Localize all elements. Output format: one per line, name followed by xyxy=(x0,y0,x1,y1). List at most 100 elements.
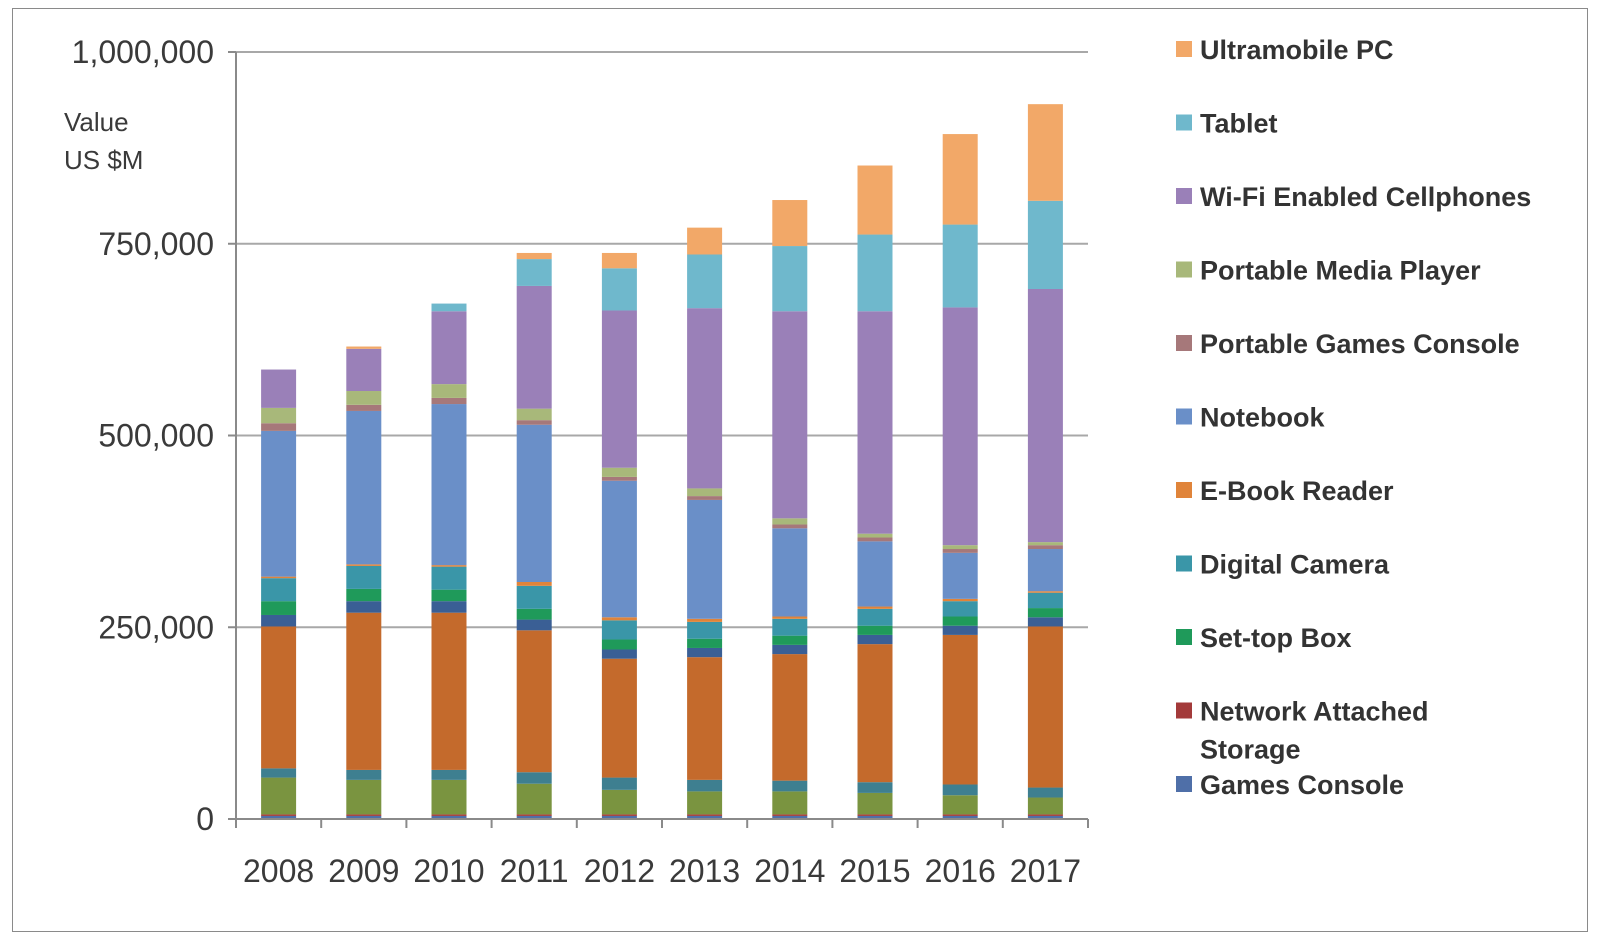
bar-segment xyxy=(261,430,297,577)
bar-segment xyxy=(346,410,382,565)
bar-segment xyxy=(346,612,382,770)
bar-segment xyxy=(942,598,978,602)
legend-swatch xyxy=(1176,555,1192,572)
bar-segment xyxy=(1027,542,1063,546)
bar-segment xyxy=(1027,592,1063,609)
bar-segment xyxy=(942,795,978,815)
bar-segment xyxy=(942,625,978,635)
bar-segment xyxy=(431,612,467,770)
legend-swatch xyxy=(1176,482,1192,498)
legend-swatch xyxy=(1176,629,1192,645)
bar-segment xyxy=(601,480,637,618)
bar-segment xyxy=(261,626,297,769)
axes: 0 250,000 500,000 750,000 1,000,000 2008 2009 2… xyxy=(72,34,1089,889)
bar-segment xyxy=(346,348,382,392)
bar-segment xyxy=(516,420,552,425)
legend-label: E-Book Reader xyxy=(1200,476,1394,506)
x-tick-label: 2012 xyxy=(584,853,655,889)
bar-segment xyxy=(772,815,808,819)
bar-segment xyxy=(261,423,297,431)
bar-segment xyxy=(431,397,467,405)
bar-segment xyxy=(431,815,467,819)
bar-segment xyxy=(516,630,552,773)
bars xyxy=(261,104,1063,819)
legend-label: Storage xyxy=(1200,735,1301,765)
bar-segment xyxy=(942,552,978,599)
bar-segment xyxy=(516,252,552,260)
bar-segment xyxy=(857,625,893,635)
bar-segment xyxy=(431,566,467,590)
bar-segment xyxy=(601,815,637,819)
bar-segment xyxy=(1027,617,1063,627)
bar-segment xyxy=(601,789,637,815)
bar-segment xyxy=(942,549,978,553)
bar-segment xyxy=(687,657,723,780)
bar-segment xyxy=(516,424,552,582)
bar-segment xyxy=(516,585,552,609)
bar-segment xyxy=(601,620,637,640)
bar-segment xyxy=(431,601,467,613)
bar-segment xyxy=(687,308,723,489)
bar-segment xyxy=(772,311,808,519)
bar-segment xyxy=(431,565,467,567)
bar-segment xyxy=(857,782,893,793)
bar-segment xyxy=(857,541,893,607)
bar-segment xyxy=(601,617,637,621)
bar-segment xyxy=(772,518,808,525)
y-unit-label-line1: Value xyxy=(64,107,129,137)
legend: Ultramobile PC Tablet Wi-Fi Enabled Cellph… xyxy=(1176,35,1531,800)
bar-segment xyxy=(942,545,978,550)
bar-segment xyxy=(772,524,808,529)
x-tick-label: 2011 xyxy=(500,853,569,889)
legend-label: Tablet xyxy=(1200,109,1278,139)
bar-segment xyxy=(857,311,893,534)
x-tick-label: 2013 xyxy=(669,853,740,889)
bar-segment xyxy=(857,814,893,816)
bar-segment xyxy=(346,815,382,819)
bar-segment xyxy=(261,777,297,815)
bar-segment xyxy=(772,200,808,247)
bar-segment xyxy=(601,268,637,311)
bar-segment xyxy=(601,649,637,659)
legend-swatch xyxy=(1176,335,1192,351)
bar-segment xyxy=(772,528,808,617)
bar-segment xyxy=(687,621,723,639)
bar-segment xyxy=(772,644,808,655)
bar-segment xyxy=(857,537,893,542)
x-tick-label: 2015 xyxy=(839,853,910,889)
bar-segment xyxy=(431,384,467,398)
bar-segment xyxy=(772,780,808,792)
bar-segment xyxy=(857,533,893,538)
bar-segment xyxy=(1027,591,1063,593)
bar-segment xyxy=(261,578,297,602)
bar-segment xyxy=(687,638,723,648)
bar-segment xyxy=(687,496,723,500)
bar-segment xyxy=(772,654,808,781)
bar-segment xyxy=(346,404,382,411)
bar-segment xyxy=(516,581,552,586)
bar-segment xyxy=(261,601,297,615)
bar-segment xyxy=(942,814,978,816)
x-tick-label: 2010 xyxy=(413,853,484,889)
bar-segment xyxy=(431,303,467,312)
bar-segment xyxy=(942,134,978,225)
bar-segment xyxy=(857,815,893,819)
bar-segment xyxy=(942,634,978,785)
bar-segment xyxy=(857,606,893,609)
bar-segment xyxy=(1027,549,1063,592)
bar-segment xyxy=(942,307,978,546)
bar-segment xyxy=(346,814,382,816)
y-tick-label: 250,000 xyxy=(98,609,214,645)
bar-segment xyxy=(261,576,297,579)
bar-segment xyxy=(687,499,723,619)
bar-segment xyxy=(857,644,893,783)
bar-segment xyxy=(516,619,552,631)
bar-segment xyxy=(1027,814,1063,816)
legend-label: Network Attached xyxy=(1200,697,1429,727)
bar-segment xyxy=(601,639,637,650)
bar-segment xyxy=(772,618,808,636)
x-tick-label: 2017 xyxy=(1010,853,1081,889)
bar-segment xyxy=(516,814,552,816)
bar-segment xyxy=(942,815,978,819)
